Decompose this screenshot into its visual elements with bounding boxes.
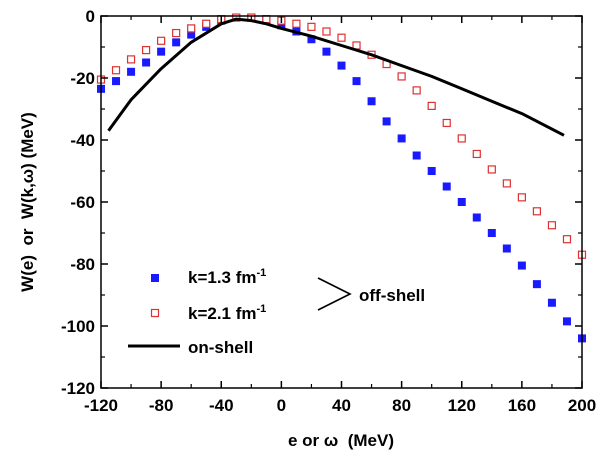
data-point-k21 <box>187 24 196 33</box>
data-point-k21 <box>141 45 151 55</box>
y-tick-label: -60 <box>70 193 95 212</box>
y-tick-label: -20 <box>70 69 95 88</box>
legend: k=1.3 fm-1 k=2.1 fm-1 off-shell on-shell <box>128 267 425 357</box>
data-point-k21 <box>547 221 557 230</box>
data-point-k13 <box>517 261 526 270</box>
legend-bracket-label: off-shell <box>359 286 425 305</box>
data-point-k21 <box>126 55 136 64</box>
data-point-k13 <box>442 182 451 191</box>
x-tick-label: 120 <box>448 396 476 415</box>
data-point-k13 <box>412 151 421 160</box>
data-point-k13 <box>337 61 346 70</box>
data-point-k21 <box>427 101 436 111</box>
legend-label-k21-text: k=2.1 fm <box>188 304 257 323</box>
x-tick-label: 0 <box>277 396 286 415</box>
x-tick-label: -120 <box>84 396 118 415</box>
data-point-k13 <box>157 47 166 56</box>
x-tick-label: -40 <box>209 396 234 415</box>
data-point-k13 <box>307 35 316 44</box>
data-point-k21 <box>502 179 511 188</box>
data-point-k21 <box>412 86 421 95</box>
data-point-k21 <box>202 19 211 28</box>
data-point-k21 <box>307 22 316 31</box>
y-axis-label: W(e) or W(k,ω) (MeV) <box>18 112 37 292</box>
data-point-k21 <box>292 19 301 28</box>
data-point-k21 <box>172 28 181 38</box>
data-point-k13 <box>532 280 541 289</box>
legend-label-k13: k=1.3 fm-1 <box>188 267 266 287</box>
legend-marker-k13 <box>151 274 159 282</box>
data-point-k13 <box>277 21 286 30</box>
legend-label-k21-sup: -1 <box>257 303 267 315</box>
y-tick-label: -120 <box>61 379 95 398</box>
legend-bracket <box>317 277 352 311</box>
x-tick-label: 40 <box>332 396 351 415</box>
series-line-on-shell <box>107 17 565 137</box>
y-tick-label: -100 <box>61 317 95 336</box>
data-point-k21 <box>337 33 346 42</box>
data-point-k21 <box>517 193 526 202</box>
y-tick-label: 0 <box>86 7 95 26</box>
legend-label-k13-text: k=1.3 fm <box>188 268 257 287</box>
legend-label-on-shell: on-shell <box>188 338 253 357</box>
data-point-k21 <box>157 36 166 45</box>
data-point-k21 <box>397 72 406 81</box>
data-point-k21 <box>562 235 572 244</box>
x-tick-label: 80 <box>392 396 411 415</box>
data-point-k21 <box>457 134 466 143</box>
plot-frame <box>100 15 583 389</box>
data-point-k13 <box>547 298 556 307</box>
ticklabels-layer: -120 -80 -40 0 40 80 120 160 200 0 -20 -40 -60 -80 -10… <box>61 7 596 415</box>
data-point-k21 <box>111 66 121 75</box>
data-point-k13 <box>472 213 481 222</box>
data-point-k21 <box>487 165 496 174</box>
x-tick-label: 160 <box>508 396 536 415</box>
data-point-k13 <box>397 134 406 143</box>
data-point-k13 <box>322 47 331 56</box>
data-point-k13 <box>457 198 466 206</box>
legend-label-k21: k=2.1 fm-1 <box>188 303 266 323</box>
data-point-k21 <box>472 149 481 159</box>
ticks-layer <box>100 15 583 389</box>
x-axis-label: e or ω (MeV) <box>288 431 394 450</box>
data-point-k13 <box>427 167 436 175</box>
y-tick-label: -40 <box>70 131 95 150</box>
data-point-k21 <box>232 13 241 22</box>
data-point-k13 <box>172 38 181 47</box>
data-point-k13 <box>487 229 496 237</box>
data-point-k13 <box>142 58 151 67</box>
legend-marker-k21 <box>150 308 160 318</box>
data-point-k13 <box>367 97 376 106</box>
y-tick-label: -80 <box>70 255 95 274</box>
data-point-k13 <box>187 30 196 39</box>
data-point-k21 <box>532 207 542 216</box>
x-tick-label: 200 <box>568 396 596 415</box>
data-point-k13 <box>502 244 511 253</box>
data-point-k13 <box>562 317 571 326</box>
data-point-k13 <box>352 77 361 86</box>
data-point-k13 <box>382 117 391 126</box>
data-point-k13 <box>112 77 121 86</box>
data-point-k21 <box>442 118 451 128</box>
x-tick-label: -80 <box>149 396 174 415</box>
data-point-k21 <box>322 27 331 36</box>
legend-label-k13-sup: -1 <box>257 267 267 279</box>
series-layer <box>96 13 587 343</box>
data-point-k13 <box>127 67 136 76</box>
